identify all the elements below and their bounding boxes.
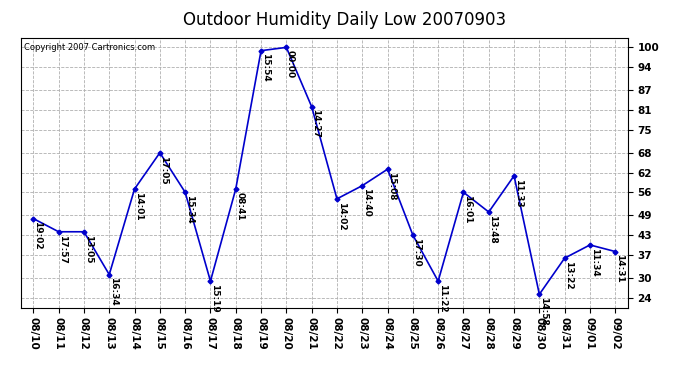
Text: 11:22: 11:22 — [438, 284, 447, 312]
Text: 14:40: 14:40 — [362, 189, 371, 217]
Text: 14:31: 14:31 — [615, 254, 624, 283]
Text: 15:34: 15:34 — [185, 195, 194, 224]
Text: 14:01: 14:01 — [135, 192, 144, 220]
Text: 15:19: 15:19 — [210, 284, 219, 313]
Text: 13:22: 13:22 — [564, 261, 573, 290]
Text: 11:34: 11:34 — [590, 248, 599, 276]
Text: Copyright 2007 Cartronics.com: Copyright 2007 Cartronics.com — [23, 43, 155, 52]
Text: 16:34: 16:34 — [109, 278, 118, 306]
Text: 14:58: 14:58 — [539, 297, 548, 326]
Text: 17:05: 17:05 — [159, 156, 168, 184]
Text: 15:08: 15:08 — [387, 172, 396, 201]
Text: 19:02: 19:02 — [33, 221, 42, 250]
Text: 15:54: 15:54 — [261, 54, 270, 82]
Text: 17:57: 17:57 — [59, 234, 68, 263]
Text: 13:48: 13:48 — [489, 215, 497, 243]
Text: Outdoor Humidity Daily Low 20070903: Outdoor Humidity Daily Low 20070903 — [184, 11, 506, 29]
Text: 00:00: 00:00 — [286, 50, 295, 78]
Text: 11:33: 11:33 — [514, 178, 523, 207]
Text: 17:30: 17:30 — [413, 238, 422, 267]
Text: 13:05: 13:05 — [83, 234, 92, 263]
Text: 08:41: 08:41 — [235, 192, 244, 220]
Text: 16:01: 16:01 — [463, 195, 472, 223]
Text: 14:02: 14:02 — [337, 202, 346, 230]
Text: 14:27: 14:27 — [311, 110, 320, 138]
